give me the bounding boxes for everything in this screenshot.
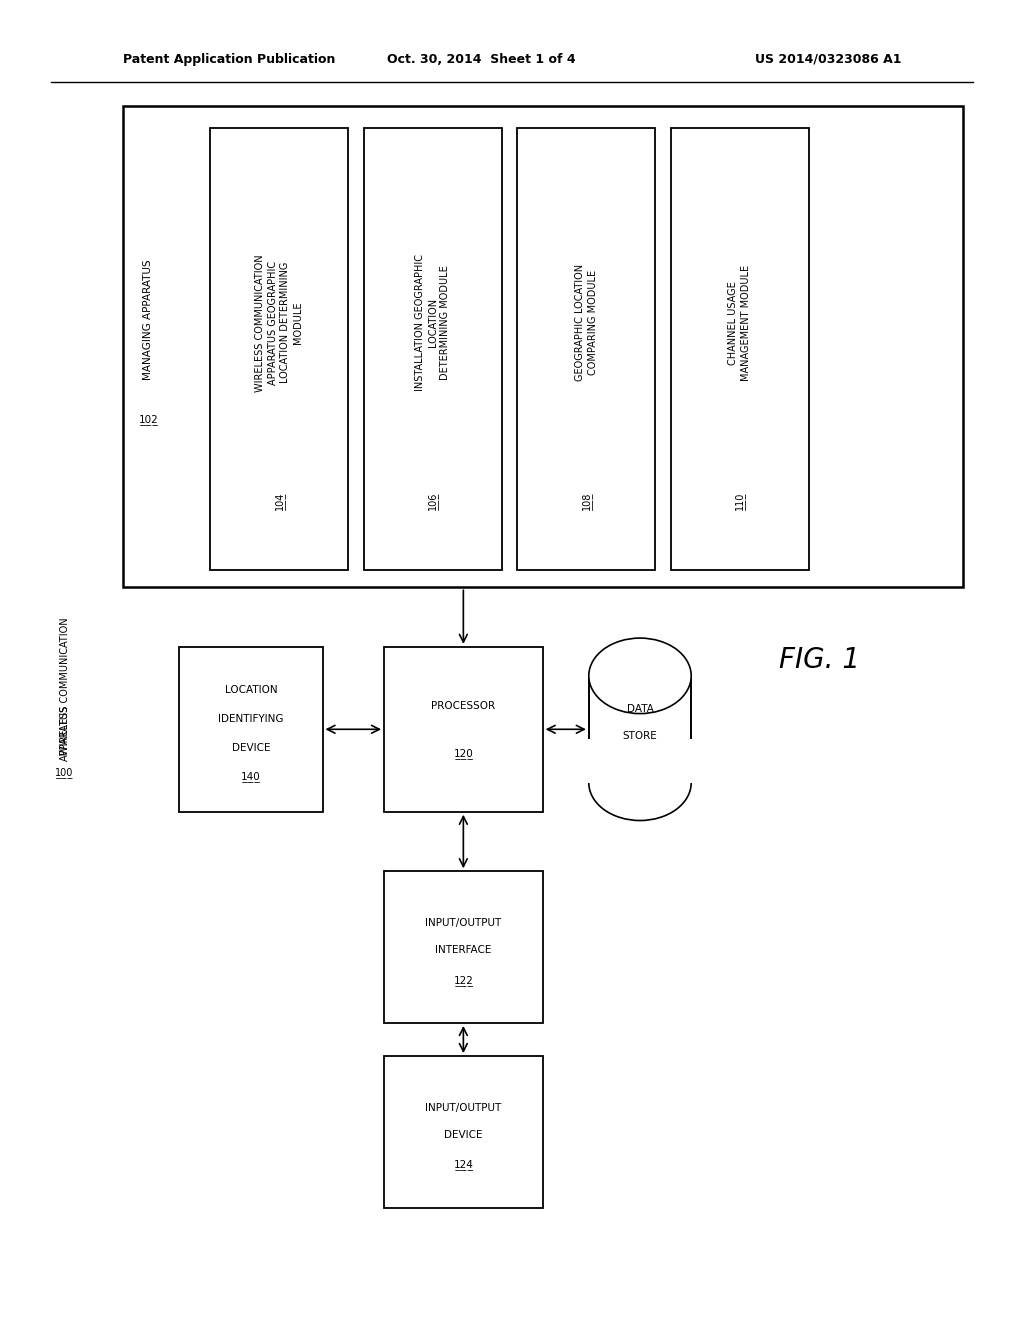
Text: IDENTIFYING: IDENTIFYING [218, 714, 284, 723]
Text: US 2014/0323086 A1: US 2014/0323086 A1 [755, 53, 901, 66]
Text: CHANNEL USAGE
MANAGEMENT MODULE: CHANNEL USAGE MANAGEMENT MODULE [728, 265, 752, 380]
Text: INPUT/OUTPUT: INPUT/OUTPUT [425, 919, 502, 928]
Text: DEVICE: DEVICE [444, 1130, 482, 1139]
Text: 1̲2̲0̲: 1̲2̲0̲ [454, 747, 473, 759]
Bar [384, 647, 543, 812]
Text: GEOGRAPHIC LOCATION
COMPARING MODULE: GEOGRAPHIC LOCATION COMPARING MODULE [574, 264, 598, 381]
Text: DATA: DATA [627, 705, 653, 714]
Text: APPARATUS: APPARATUS [59, 705, 70, 760]
Text: 1̲2̲2̲: 1̲2̲2̲ [454, 974, 473, 986]
Text: INPUT/OUTPUT: INPUT/OUTPUT [425, 1104, 502, 1113]
Text: LOCATION: LOCATION [224, 685, 278, 694]
Bar [364, 128, 502, 570]
Text: INSTALLATION GEOGRAPHIC
LOCATION
DETERMINING MODULE: INSTALLATION GEOGRAPHIC LOCATION DETERMI… [415, 255, 451, 391]
Text: 1̲0̲8̲: 1̲0̲8̲ [581, 492, 592, 510]
Text: 1̲0̲4̲: 1̲0̲4̲ [273, 492, 285, 510]
Text: 1̲1̲0̲: 1̲1̲0̲ [734, 492, 745, 510]
Bar [210, 128, 348, 570]
Bar [589, 676, 691, 783]
Text: PROCESSOR: PROCESSOR [431, 701, 496, 710]
Text: 1̲0̲6̲: 1̲0̲6̲ [427, 492, 438, 510]
Text: FIG. 1: FIG. 1 [778, 645, 860, 675]
Text: DEVICE: DEVICE [231, 743, 270, 752]
Bar [517, 128, 655, 570]
Text: WIRELESS COMMUNICATION
APPARATUS GEOGRAPHIC
LOCATION DETERMINING
MODULE: WIRELESS COMMUNICATION APPARATUS GEOGRAP… [255, 253, 303, 392]
Text: 1̲3̲0̲: 1̲3̲0̲ [630, 763, 650, 775]
Ellipse shape [589, 638, 691, 714]
Bar [587, 739, 693, 783]
Text: 1̲4̲0̲: 1̲4̲0̲ [241, 771, 261, 783]
Text: Patent Application Publication: Patent Application Publication [123, 53, 335, 66]
Text: 1̲0̲0̲: 1̲0̲0̲ [55, 767, 74, 777]
Text: STORE: STORE [623, 731, 657, 741]
Bar [384, 871, 543, 1023]
Bar [123, 106, 963, 587]
Text: MANAGING APPARATUS: MANAGING APPARATUS [143, 260, 154, 380]
Ellipse shape [589, 744, 691, 821]
Text: WIRELESS COMMUNICATION: WIRELESS COMMUNICATION [59, 618, 70, 755]
Text: 1̲0̲2̲: 1̲0̲2̲ [138, 413, 159, 425]
Text: Oct. 30, 2014  Sheet 1 of 4: Oct. 30, 2014 Sheet 1 of 4 [387, 53, 575, 66]
Text: 1̲2̲4̲: 1̲2̲4̲ [454, 1159, 473, 1171]
Bar [671, 128, 809, 570]
Bar [384, 1056, 543, 1208]
Bar [179, 647, 323, 812]
Text: INTERFACE: INTERFACE [435, 945, 492, 954]
